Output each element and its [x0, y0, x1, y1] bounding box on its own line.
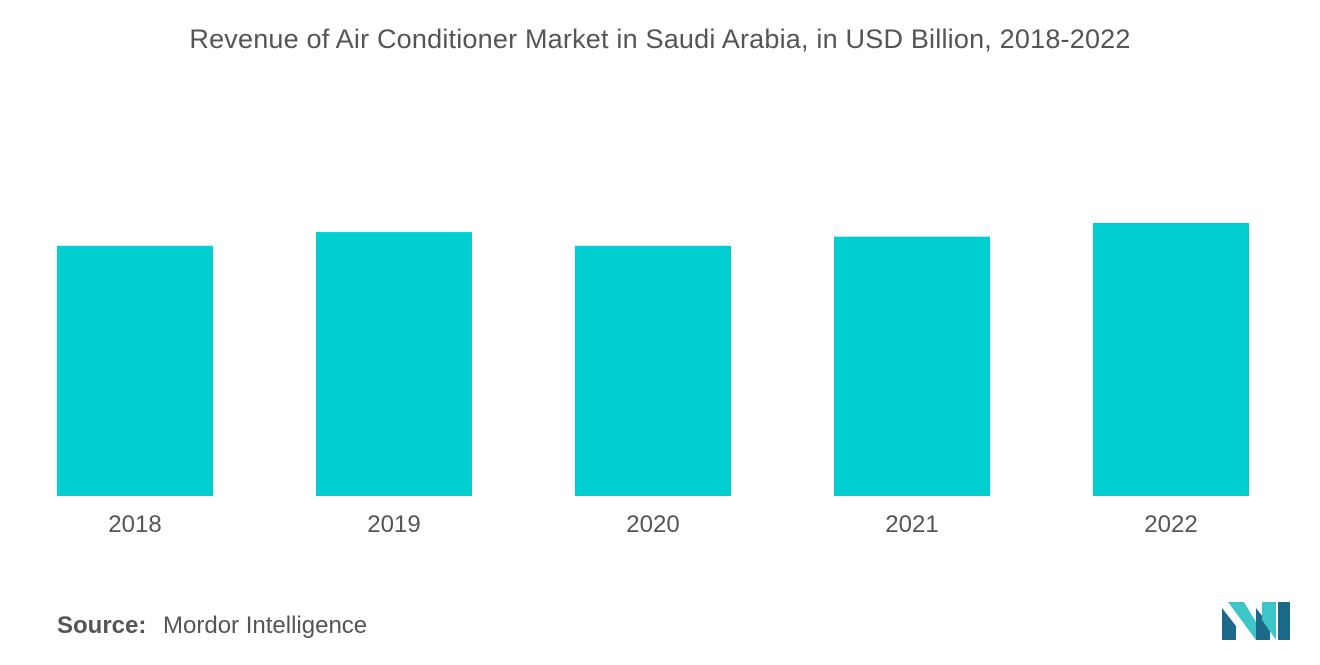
bar-2018	[57, 245, 213, 496]
source-note: Source: Mordor Intelligence	[57, 612, 367, 640]
x-tick-label-2022: 2022	[1144, 511, 1197, 538]
bar-2020	[575, 245, 731, 496]
source-label: Source:	[57, 612, 147, 639]
chart-title: Revenue of Air Conditioner Market in Sau…	[189, 24, 1131, 54]
bar-2021	[834, 236, 990, 496]
bar-2022	[1093, 223, 1249, 496]
x-tick-label-2018: 2018	[108, 511, 161, 538]
x-tick-label-2021: 2021	[885, 511, 938, 538]
bar-2019	[316, 232, 472, 496]
mordor-intelligence-logo-icon	[1222, 602, 1290, 640]
source-text: Mordor Intelligence	[163, 612, 368, 639]
x-tick-label-2019: 2019	[367, 511, 420, 538]
x-tick-label-2020: 2020	[626, 511, 679, 538]
